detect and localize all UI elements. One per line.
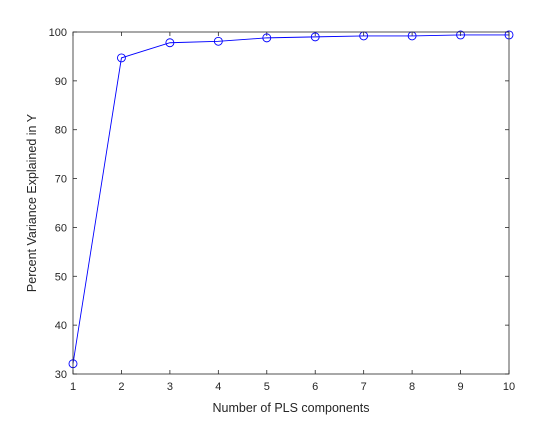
x-tick-label: 5 [264, 381, 270, 393]
y-tick-label: 80 [55, 125, 67, 137]
y-tick-label: 30 [55, 369, 67, 381]
x-tick-label: 1 [70, 381, 76, 393]
data-point [165, 38, 175, 48]
plot-area [73, 32, 509, 374]
plot-frame [72, 31, 510, 375]
y-tick-label: 40 [55, 320, 67, 332]
x-tick-label: 10 [503, 381, 515, 393]
y-tick-label: 50 [55, 271, 67, 283]
y-tick-label: 90 [55, 76, 67, 88]
y-tick-label: 100 [49, 27, 67, 39]
x-tick-label: 7 [361, 381, 367, 393]
data-point [213, 36, 223, 46]
data-point [262, 33, 272, 43]
x-tick-label: 2 [118, 381, 124, 393]
x-tick-label: 4 [215, 381, 221, 393]
x-tick-label: 3 [167, 381, 173, 393]
data-point [116, 53, 126, 63]
x-axis-label: Number of PLS components [212, 401, 369, 415]
y-axis-ticks: 30 40 50 60 70 80 90 100 [49, 27, 509, 381]
data-point [310, 32, 320, 42]
y-tick-label: 70 [55, 174, 67, 186]
data-point [456, 30, 466, 40]
x-tick-label: 6 [312, 381, 318, 393]
x-tick-label: 8 [409, 381, 415, 393]
x-tick-label: 9 [457, 381, 463, 393]
series-line [72, 34, 509, 364]
y-tick-label: 60 [55, 222, 67, 234]
y-axis-label: Percent Variance Explained in Y [25, 113, 39, 292]
